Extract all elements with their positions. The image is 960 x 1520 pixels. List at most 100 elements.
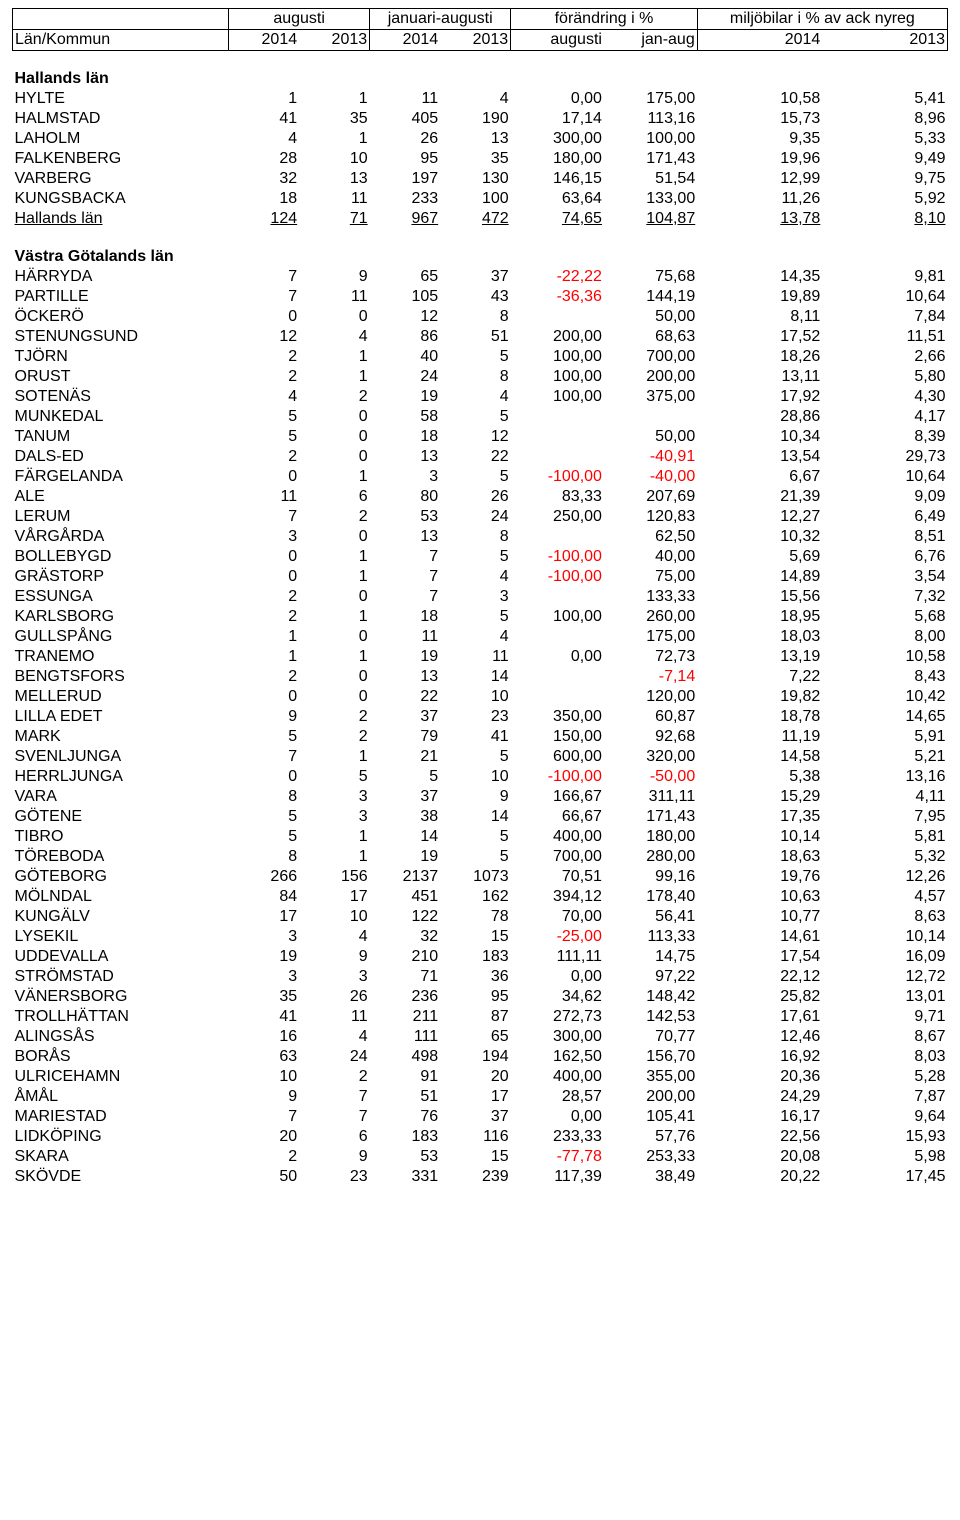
cell: 10 [440, 687, 511, 707]
cell: 35 [299, 109, 370, 129]
cell: 92,68 [604, 727, 697, 747]
table-row: LIDKÖPING206183116233,3357,7622,5615,93 [13, 1127, 948, 1147]
table-row: LAHOLM412613300,00100,009,355,33 [13, 129, 948, 149]
cell: 100,00 [511, 347, 604, 367]
table-row: STENUNGSUND1248651200,0068,6317,5211,51 [13, 327, 948, 347]
row-label: MUNKEDAL [13, 407, 229, 427]
cell: 300,00 [511, 1027, 604, 1047]
cell: 35 [229, 987, 300, 1007]
cell: 32 [370, 927, 441, 947]
cell: 8,39 [822, 427, 947, 447]
cell [511, 527, 604, 547]
cell: 1 [299, 827, 370, 847]
cell: 7 [229, 1107, 300, 1127]
cell: 100 [440, 189, 511, 209]
cell: 20,08 [697, 1147, 822, 1167]
cell: 405 [370, 109, 441, 129]
cell: 14 [440, 667, 511, 687]
cell: 11,51 [822, 327, 947, 347]
cell: 70,77 [604, 1027, 697, 1047]
cell: 24 [370, 367, 441, 387]
cell: 355,00 [604, 1067, 697, 1087]
cell: 311,11 [604, 787, 697, 807]
table-row: GRÄSTORP0174-100,0075,0014,893,54 [13, 567, 948, 587]
cell: 4,30 [822, 387, 947, 407]
cell: 99,16 [604, 867, 697, 887]
row-label: VARA [13, 787, 229, 807]
cell: 60,87 [604, 707, 697, 727]
cell: 0 [229, 547, 300, 567]
table-row: FÄRGELANDA0135-100,00-40,006,6710,64 [13, 467, 948, 487]
cell: 14,89 [697, 567, 822, 587]
cell: 233 [370, 189, 441, 209]
cell: 66,67 [511, 807, 604, 827]
cell: -100,00 [511, 467, 604, 487]
cell: 2 [299, 507, 370, 527]
row-label: HYLTE [13, 89, 229, 109]
table-row: SKARA295315-77,78253,3320,085,98 [13, 1147, 948, 1167]
cell: 9 [229, 1087, 300, 1107]
cell: 5,21 [822, 747, 947, 767]
cell: 100,00 [511, 387, 604, 407]
table-row: ALINGSÅS16411165300,0070,7712,468,67 [13, 1027, 948, 1047]
cell: 10,63 [697, 887, 822, 907]
cell: 5,41 [822, 89, 947, 109]
cell: 8,43 [822, 667, 947, 687]
cell: 2137 [370, 867, 441, 887]
table-row: KUNGÄLV17101227870,0056,4110,778,63 [13, 907, 948, 927]
cell: 56,41 [604, 907, 697, 927]
cell: 37 [440, 267, 511, 287]
cell: 1 [299, 567, 370, 587]
table-row: LERUM725324250,00120,8312,276,49 [13, 507, 948, 527]
cell: 6,49 [822, 507, 947, 527]
row-label: HALMSTAD [13, 109, 229, 129]
cell: 0 [229, 467, 300, 487]
row-label: GÖTENE [13, 807, 229, 827]
cell: 236 [370, 987, 441, 1007]
cell: 162,50 [511, 1047, 604, 1067]
cell: 36 [440, 967, 511, 987]
cell: 12,26 [822, 867, 947, 887]
cell: 21 [370, 747, 441, 767]
cell: 29,73 [822, 447, 947, 467]
cell: 65 [370, 267, 441, 287]
cell: 5,98 [822, 1147, 947, 1167]
cell: 6,76 [822, 547, 947, 567]
cell: 5,69 [697, 547, 822, 567]
cell: 272,73 [511, 1007, 604, 1027]
cell: 9 [299, 267, 370, 287]
cell: 105 [370, 287, 441, 307]
cell: -77,78 [511, 1147, 604, 1167]
cell [511, 667, 604, 687]
cell: 10,42 [822, 687, 947, 707]
cell: 0 [299, 667, 370, 687]
cell: 498 [370, 1047, 441, 1067]
table-row: LYSEKIL343215-25,00113,3314,6110,14 [13, 927, 948, 947]
cell: 15,29 [697, 787, 822, 807]
cell: 50,00 [604, 427, 697, 447]
cell: 15 [440, 1147, 511, 1167]
cell: 22,12 [697, 967, 822, 987]
cell: 175,00 [604, 89, 697, 109]
cell: 7,22 [697, 667, 822, 687]
cell [511, 587, 604, 607]
cell: 2 [299, 387, 370, 407]
cell: 9,35 [697, 129, 822, 149]
cell: 20,36 [697, 1067, 822, 1087]
cell: 9,71 [822, 1007, 947, 1027]
row-label: LERUM [13, 507, 229, 527]
cell: 142,53 [604, 1007, 697, 1027]
cell: 3 [229, 967, 300, 987]
cell: 71 [370, 967, 441, 987]
cell: 148,42 [604, 987, 697, 1007]
cell: 21,39 [697, 487, 822, 507]
cell: 180,00 [511, 149, 604, 169]
table-header: augusti januari-augusti förändring i % m… [13, 9, 948, 51]
cell: 472 [440, 209, 511, 229]
row-label: ÅMÅL [13, 1087, 229, 1107]
row-label: SVENLJUNGA [13, 747, 229, 767]
cell [511, 407, 604, 427]
cell: 175,00 [604, 627, 697, 647]
cell: 14,75 [604, 947, 697, 967]
header-miljo-2013: 2013 [822, 30, 947, 51]
